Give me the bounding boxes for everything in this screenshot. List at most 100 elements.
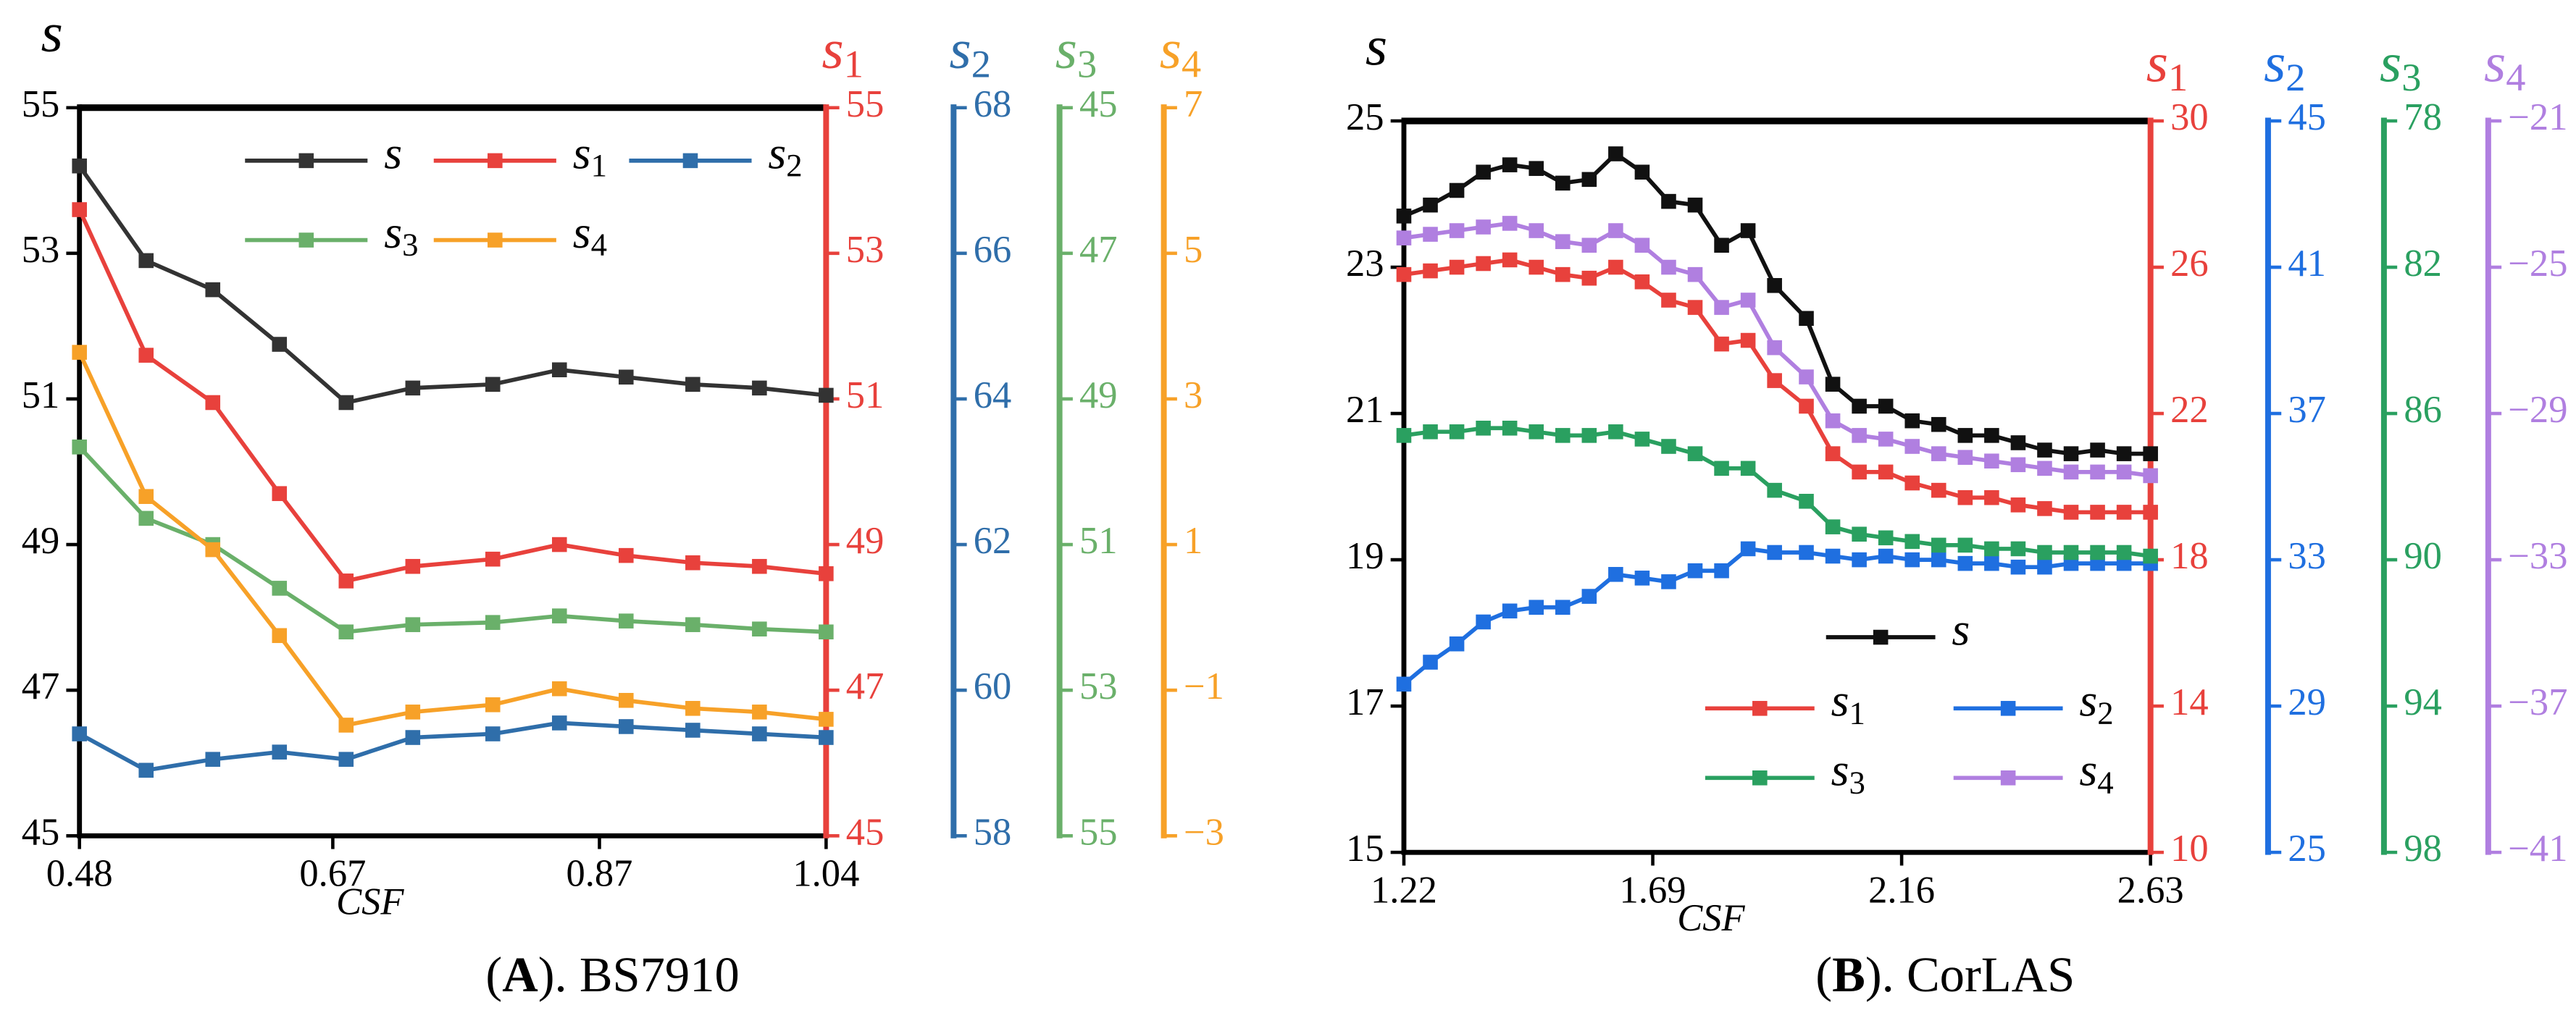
legend-marker bbox=[2000, 701, 2016, 716]
marker bbox=[1740, 541, 1756, 557]
marker bbox=[138, 253, 154, 269]
marker bbox=[1581, 172, 1597, 188]
marker bbox=[552, 537, 567, 552]
marker bbox=[1714, 238, 1729, 253]
marker bbox=[1502, 420, 1518, 436]
marker bbox=[1984, 489, 1999, 505]
marker bbox=[1476, 420, 1491, 436]
marker bbox=[1852, 398, 1867, 414]
x-tick-label: 0.48 bbox=[46, 852, 113, 894]
marker bbox=[338, 718, 354, 733]
y4-tick-label: 49 bbox=[1079, 374, 1118, 416]
marker bbox=[1799, 369, 1814, 384]
marker bbox=[2010, 559, 2026, 575]
marker bbox=[1714, 300, 1729, 315]
marker bbox=[2116, 446, 2132, 461]
series bbox=[72, 440, 834, 640]
marker bbox=[2010, 457, 2026, 473]
marker bbox=[1608, 146, 1623, 161]
marker bbox=[1449, 223, 1465, 238]
marker bbox=[1957, 450, 1973, 465]
marker bbox=[2010, 541, 2026, 557]
marker bbox=[1878, 432, 1894, 447]
y-tick-label: 53 bbox=[22, 229, 60, 271]
marker bbox=[1931, 552, 1946, 568]
marker bbox=[1449, 259, 1465, 275]
marker bbox=[1799, 493, 1814, 509]
marker bbox=[72, 440, 87, 455]
marker bbox=[1931, 416, 1946, 432]
marker bbox=[819, 624, 834, 640]
y4-tick-label: 53 bbox=[1079, 665, 1118, 707]
marker bbox=[405, 730, 421, 745]
marker bbox=[1931, 446, 1946, 461]
series-line bbox=[78, 445, 827, 634]
marker bbox=[1634, 274, 1650, 290]
marker bbox=[1529, 600, 1544, 615]
marker bbox=[1396, 230, 1412, 245]
marker bbox=[1396, 676, 1412, 692]
marker bbox=[2090, 464, 2105, 480]
legend-marker bbox=[298, 232, 314, 248]
marker bbox=[1423, 263, 1438, 279]
marker bbox=[1852, 428, 1867, 443]
marker bbox=[405, 380, 421, 396]
y-tick-label: 51 bbox=[22, 374, 60, 416]
marker bbox=[1904, 475, 1920, 491]
marker bbox=[1661, 193, 1676, 209]
y-tick-label: 45 bbox=[22, 811, 60, 853]
y-tick-label: 55 bbox=[22, 83, 60, 125]
y3-tick-label: 29 bbox=[2288, 681, 2326, 723]
marker bbox=[2063, 505, 2079, 520]
marker bbox=[1740, 223, 1756, 238]
y4-tick-label: 98 bbox=[2404, 828, 2442, 870]
marker bbox=[552, 608, 567, 623]
y2-tick-label: 22 bbox=[2170, 389, 2209, 431]
marker bbox=[1825, 519, 1841, 534]
marker bbox=[138, 510, 154, 526]
marker bbox=[2090, 442, 2105, 458]
marker bbox=[1767, 545, 1782, 560]
marker bbox=[2143, 468, 2158, 484]
y3-axis-title: s2 bbox=[950, 17, 991, 86]
marker bbox=[685, 723, 701, 738]
marker bbox=[485, 697, 501, 713]
marker bbox=[1714, 563, 1729, 579]
marker bbox=[1825, 377, 1841, 392]
marker bbox=[1423, 197, 1438, 213]
marker bbox=[1581, 589, 1597, 604]
marker bbox=[1984, 555, 1999, 571]
y3-tick-label: 37 bbox=[2288, 389, 2326, 431]
y3-tick-label: 58 bbox=[974, 811, 1012, 853]
marker bbox=[1661, 293, 1676, 308]
y5-tick-label: −21 bbox=[2508, 96, 2567, 138]
marker bbox=[2010, 435, 2026, 450]
marker bbox=[2116, 505, 2132, 520]
marker bbox=[1852, 552, 1867, 568]
marker bbox=[1957, 555, 1973, 571]
marker bbox=[1581, 428, 1597, 443]
marker bbox=[2037, 501, 2052, 516]
marker bbox=[685, 617, 701, 632]
y-tick-label: 19 bbox=[1346, 535, 1384, 577]
marker bbox=[72, 345, 87, 360]
marker bbox=[2063, 545, 2079, 560]
y3-tick-label: 41 bbox=[2288, 243, 2326, 285]
marker bbox=[1555, 600, 1571, 615]
marker bbox=[138, 489, 154, 504]
marker bbox=[1502, 603, 1518, 619]
legend-label: s bbox=[1952, 603, 1970, 655]
caption: (A). BS7910 bbox=[485, 947, 739, 1002]
legend-label: s2 bbox=[2079, 674, 2113, 731]
marker bbox=[1957, 489, 1973, 505]
marker bbox=[1957, 428, 1973, 443]
legend-marker bbox=[1752, 770, 1768, 786]
series bbox=[72, 715, 834, 778]
marker bbox=[1904, 439, 1920, 454]
marker bbox=[1476, 614, 1491, 630]
marker bbox=[1767, 373, 1782, 388]
marker bbox=[1634, 238, 1650, 253]
marker bbox=[1529, 424, 1544, 440]
